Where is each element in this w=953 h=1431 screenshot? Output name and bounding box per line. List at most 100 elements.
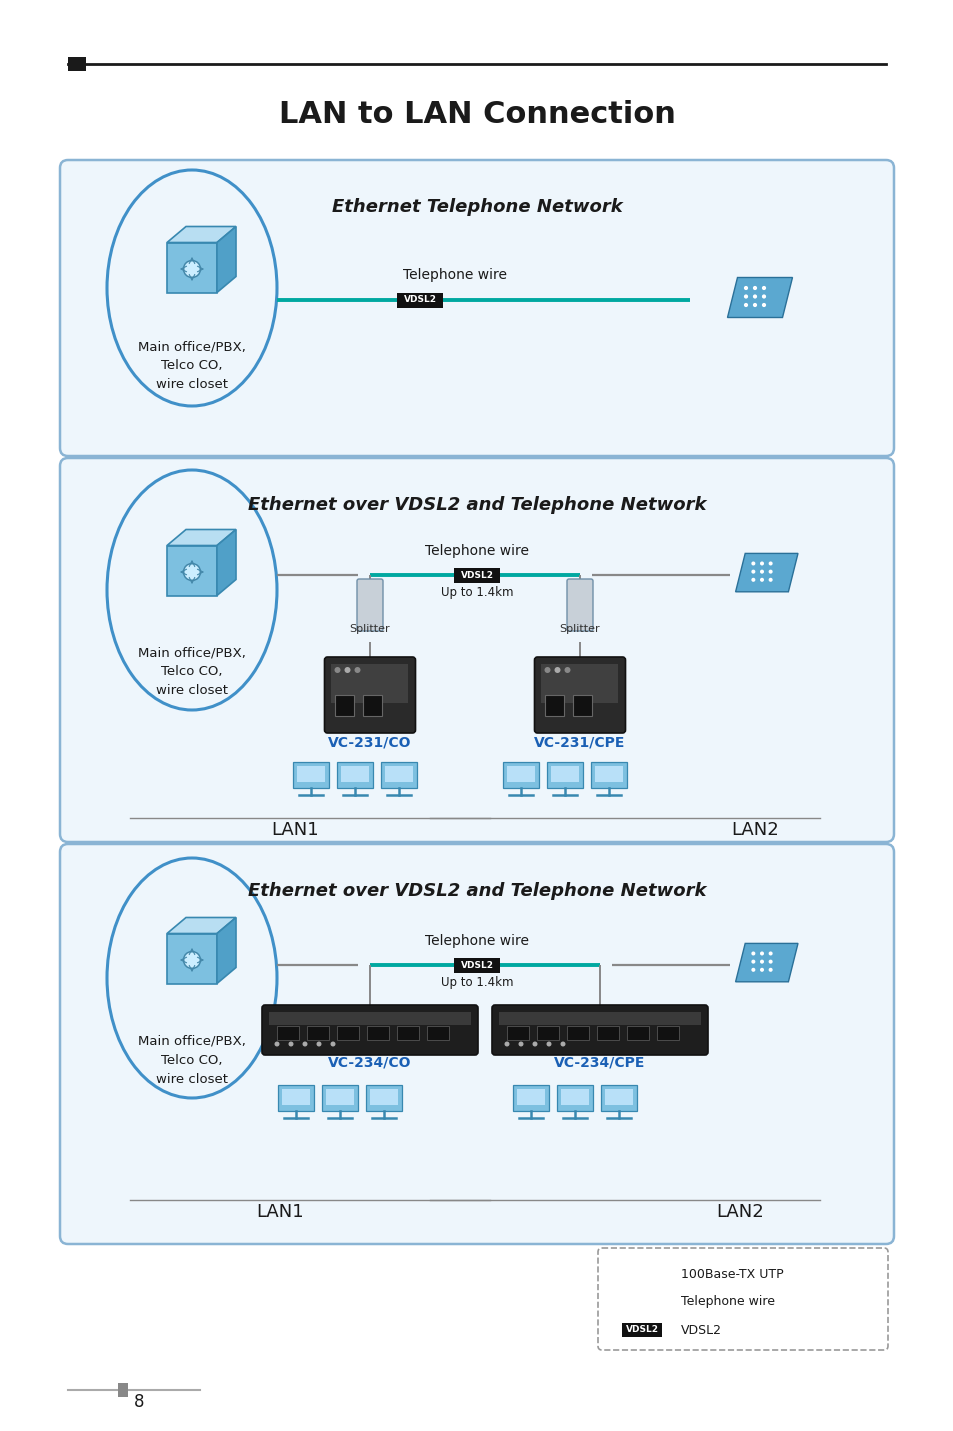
Bar <box>396 292 442 308</box>
Bar <box>600 1085 637 1110</box>
FancyBboxPatch shape <box>324 657 416 733</box>
Bar <box>621 1324 661 1337</box>
Bar <box>380 761 416 788</box>
Bar <box>293 761 329 788</box>
Text: LAN2: LAN2 <box>716 1203 763 1221</box>
Bar <box>573 695 592 716</box>
FancyBboxPatch shape <box>262 1005 477 1055</box>
Bar <box>340 766 369 781</box>
Circle shape <box>743 303 747 308</box>
Circle shape <box>751 967 755 972</box>
Bar <box>385 766 413 781</box>
Circle shape <box>768 952 772 956</box>
Bar <box>370 1089 397 1105</box>
FancyBboxPatch shape <box>492 1005 707 1055</box>
Bar <box>335 695 354 716</box>
Bar <box>626 1026 648 1040</box>
Bar <box>367 1026 389 1040</box>
Text: 100Base-TX UTP: 100Base-TX UTP <box>680 1268 782 1281</box>
Circle shape <box>546 1042 551 1046</box>
Polygon shape <box>727 278 792 318</box>
Bar <box>537 1026 558 1040</box>
Polygon shape <box>735 554 797 592</box>
Circle shape <box>752 286 757 290</box>
Bar <box>427 1026 449 1040</box>
Bar <box>595 766 622 781</box>
Circle shape <box>768 967 772 972</box>
Bar <box>296 766 325 781</box>
Circle shape <box>752 303 757 308</box>
Bar <box>545 695 563 716</box>
Text: VDSL2: VDSL2 <box>403 295 436 305</box>
Circle shape <box>554 667 560 673</box>
Bar <box>506 1026 529 1040</box>
Text: Ethernet Telephone Network: Ethernet Telephone Network <box>332 197 621 216</box>
FancyBboxPatch shape <box>598 1248 887 1349</box>
Circle shape <box>330 1042 335 1046</box>
Text: VC-231/CO: VC-231/CO <box>328 736 412 748</box>
Bar <box>396 1026 418 1040</box>
Text: LAN1: LAN1 <box>271 821 318 839</box>
FancyBboxPatch shape <box>566 580 593 631</box>
Circle shape <box>761 295 765 299</box>
Text: Telephone wire: Telephone wire <box>424 934 529 947</box>
Circle shape <box>768 578 772 582</box>
Bar <box>336 761 373 788</box>
Circle shape <box>761 303 765 308</box>
Bar <box>657 1026 679 1040</box>
Circle shape <box>768 561 772 565</box>
Text: Main office/PBX,
Telco CO,
wire closet: Main office/PBX, Telco CO, wire closet <box>138 1035 246 1086</box>
Circle shape <box>316 1042 321 1046</box>
Bar <box>590 761 626 788</box>
Bar <box>517 1089 544 1105</box>
Circle shape <box>761 286 765 290</box>
Circle shape <box>504 1042 509 1046</box>
Bar <box>276 1026 298 1040</box>
Text: VDSL2: VDSL2 <box>625 1325 658 1335</box>
Text: Main office/PBX,
Telco CO,
wire closet: Main office/PBX, Telco CO, wire closet <box>138 645 246 697</box>
Text: VC-234/CO: VC-234/CO <box>328 1055 412 1069</box>
Text: VC-231/CPE: VC-231/CPE <box>534 736 625 748</box>
Circle shape <box>355 667 360 673</box>
FancyBboxPatch shape <box>60 160 893 456</box>
Text: Up to 1.4km: Up to 1.4km <box>440 976 513 989</box>
Polygon shape <box>216 529 235 595</box>
Text: VDSL2: VDSL2 <box>460 571 493 580</box>
Bar <box>566 1026 588 1040</box>
Circle shape <box>560 1042 565 1046</box>
Circle shape <box>751 960 755 963</box>
Circle shape <box>760 960 763 963</box>
Bar <box>307 1026 329 1040</box>
Circle shape <box>751 952 755 956</box>
Circle shape <box>544 667 550 673</box>
Circle shape <box>743 286 747 290</box>
Bar <box>282 1089 310 1105</box>
Circle shape <box>183 564 200 581</box>
Circle shape <box>564 667 570 673</box>
Bar <box>506 766 535 781</box>
Circle shape <box>288 1042 294 1046</box>
Text: LAN1: LAN1 <box>256 1203 303 1221</box>
Bar <box>326 1089 354 1105</box>
Polygon shape <box>167 545 216 595</box>
Circle shape <box>760 561 763 565</box>
Text: Ethernet over VDSL2 and Telephone Network: Ethernet over VDSL2 and Telephone Networ… <box>248 497 705 514</box>
Circle shape <box>274 1042 279 1046</box>
Circle shape <box>518 1042 523 1046</box>
Circle shape <box>335 667 340 673</box>
Circle shape <box>760 578 763 582</box>
Circle shape <box>760 967 763 972</box>
Circle shape <box>760 952 763 956</box>
Bar <box>269 1012 471 1025</box>
Polygon shape <box>167 226 235 242</box>
Bar <box>68 57 86 72</box>
Text: VDSL2: VDSL2 <box>680 1324 721 1337</box>
FancyBboxPatch shape <box>534 657 625 733</box>
Bar <box>336 1026 358 1040</box>
Text: Up to 1.4km: Up to 1.4km <box>440 587 513 600</box>
Polygon shape <box>216 226 235 292</box>
Bar <box>454 957 499 973</box>
Bar <box>502 761 538 788</box>
Text: Telephone wire: Telephone wire <box>402 268 506 282</box>
Polygon shape <box>216 917 235 983</box>
